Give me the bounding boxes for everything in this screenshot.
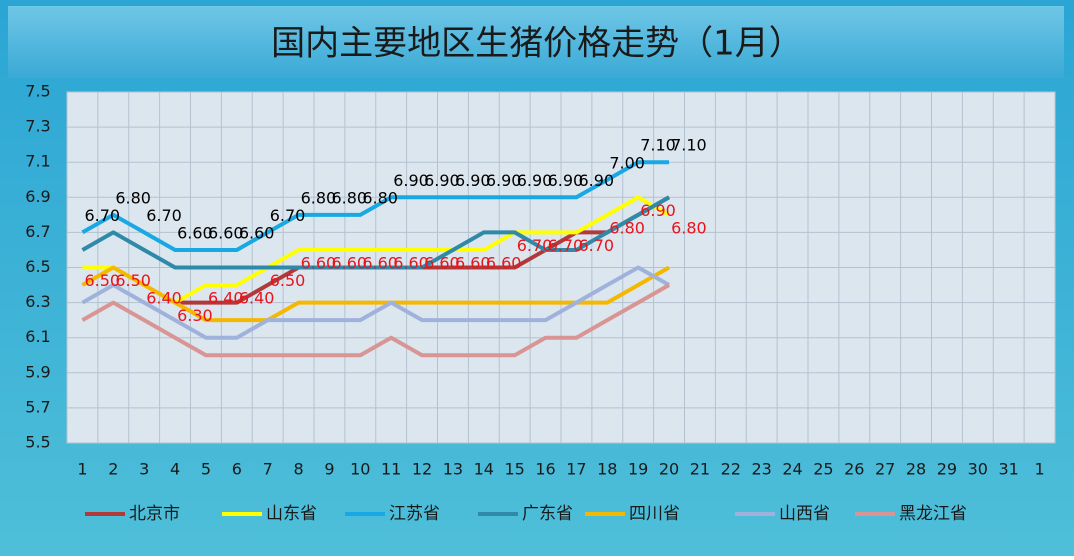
x-tick-label: 28 bbox=[906, 460, 926, 479]
x-tick-label: 30 bbox=[968, 460, 988, 479]
data-label: 6.60 bbox=[331, 253, 367, 272]
x-tick-label: 31 bbox=[999, 460, 1019, 479]
x-tick-label: 1 bbox=[77, 460, 87, 479]
y-tick-label: 5.7 bbox=[25, 397, 50, 416]
data-label: 6.70 bbox=[517, 236, 553, 255]
data-label: 6.60 bbox=[362, 253, 398, 272]
data-label: 7.10 bbox=[640, 136, 676, 155]
legend-label: 广东省 bbox=[522, 504, 573, 524]
legend-label: 四川省 bbox=[629, 504, 680, 524]
data-label: 6.70 bbox=[578, 236, 614, 255]
x-tick-label: 26 bbox=[844, 460, 864, 479]
x-tick-label: 22 bbox=[721, 460, 741, 479]
data-label: 6.40 bbox=[208, 289, 244, 308]
data-label: 7.10 bbox=[671, 136, 707, 155]
y-tick-label: 7.3 bbox=[25, 117, 50, 136]
y-tick-label: 6.3 bbox=[25, 292, 50, 311]
x-tick-label: 9 bbox=[324, 460, 334, 479]
data-label: 6.50 bbox=[115, 271, 151, 290]
x-tick-label: 10 bbox=[350, 460, 370, 479]
data-label: 6.90 bbox=[486, 171, 522, 190]
data-label: 6.90 bbox=[455, 171, 491, 190]
data-label: 6.40 bbox=[146, 289, 182, 308]
x-tick-label: 7 bbox=[263, 460, 273, 479]
x-tick-label: 11 bbox=[381, 460, 401, 479]
data-label: 6.90 bbox=[424, 171, 460, 190]
y-tick-label: 6.5 bbox=[25, 257, 50, 276]
series-line bbox=[82, 195, 671, 305]
x-tick-label: 6 bbox=[232, 460, 242, 479]
data-label: 6.30 bbox=[177, 306, 213, 325]
x-tick-label: 3 bbox=[139, 460, 149, 479]
y-tick-label: 7.5 bbox=[25, 82, 50, 101]
y-tick-label: 6.9 bbox=[25, 187, 50, 206]
data-label: 6.40 bbox=[239, 289, 275, 308]
data-label: 6.60 bbox=[208, 223, 244, 242]
legend-label: 北京市 bbox=[129, 504, 180, 524]
series-line bbox=[81, 195, 671, 270]
x-tick-label: 29 bbox=[937, 460, 957, 479]
data-label: 6.60 bbox=[393, 253, 429, 272]
title-box bbox=[8, 6, 1064, 78]
data-label: 7.00 bbox=[609, 153, 645, 172]
series-line bbox=[81, 283, 671, 358]
data-label: 6.70 bbox=[270, 206, 306, 225]
data-label: 6.80 bbox=[301, 188, 337, 207]
x-tick-label: 1 bbox=[1034, 460, 1044, 479]
x-tick-label: 16 bbox=[535, 460, 555, 479]
data-label: 6.60 bbox=[177, 223, 213, 242]
y-tick-label: 6.1 bbox=[25, 327, 50, 346]
x-tick-label: 15 bbox=[505, 460, 525, 479]
x-tick-label: 20 bbox=[659, 460, 679, 479]
data-label: 6.70 bbox=[548, 236, 584, 255]
data-label: 6.80 bbox=[115, 188, 151, 207]
x-tick-label: 18 bbox=[597, 460, 617, 479]
x-tick-label: 27 bbox=[875, 460, 895, 479]
x-tick-label: 25 bbox=[813, 460, 833, 479]
data-label: 6.80 bbox=[331, 188, 367, 207]
chart-title: 国内主要地区生猪价格走势（1月） bbox=[271, 24, 803, 64]
x-tick-label: 19 bbox=[628, 460, 648, 479]
x-tick-label: 23 bbox=[752, 460, 772, 479]
y-tick-label: 5.9 bbox=[25, 362, 50, 381]
x-tick-label: 2 bbox=[108, 460, 118, 479]
data-label: 6.90 bbox=[517, 171, 553, 190]
data-label: 6.90 bbox=[640, 201, 676, 220]
data-label: 6.60 bbox=[455, 253, 491, 272]
y-tick-label: 6.7 bbox=[25, 222, 50, 241]
legend-label: 山西省 bbox=[779, 504, 830, 524]
series-line bbox=[81, 160, 670, 252]
data-label: 6.60 bbox=[486, 253, 522, 272]
x-tick-label: 8 bbox=[293, 460, 303, 479]
data-label: 6.50 bbox=[270, 271, 306, 290]
x-tick-label: 24 bbox=[782, 460, 802, 479]
data-label: 6.70 bbox=[84, 206, 120, 225]
x-tick-label: 5 bbox=[201, 460, 211, 479]
data-label: 6.80 bbox=[362, 188, 398, 207]
y-tick-label: 7.1 bbox=[25, 152, 50, 171]
legend-label: 山东省 bbox=[266, 504, 317, 524]
data-label: 6.80 bbox=[609, 218, 645, 237]
series-line bbox=[81, 265, 671, 340]
legend-label: 江苏省 bbox=[389, 504, 440, 524]
x-tick-label: 4 bbox=[170, 460, 180, 479]
x-tick-label: 21 bbox=[690, 460, 710, 479]
series-line bbox=[81, 265, 671, 323]
data-label: 6.90 bbox=[393, 171, 429, 190]
x-tick-label: 12 bbox=[412, 460, 432, 479]
x-tick-label: 13 bbox=[443, 460, 463, 479]
data-label: 6.60 bbox=[301, 253, 337, 272]
data-label: 6.60 bbox=[239, 223, 275, 242]
data-label: 6.60 bbox=[424, 253, 460, 272]
x-tick-label: 14 bbox=[474, 460, 494, 479]
y-tick-label: 5.5 bbox=[25, 433, 50, 452]
data-label: 6.80 bbox=[671, 218, 707, 237]
data-label: 6.70 bbox=[146, 206, 182, 225]
legend-label: 黑龙江省 bbox=[899, 504, 967, 524]
data-label: 6.90 bbox=[548, 171, 584, 190]
data-label: 6.90 bbox=[578, 171, 614, 190]
data-label: 6.50 bbox=[84, 271, 120, 290]
x-tick-label: 17 bbox=[566, 460, 586, 479]
